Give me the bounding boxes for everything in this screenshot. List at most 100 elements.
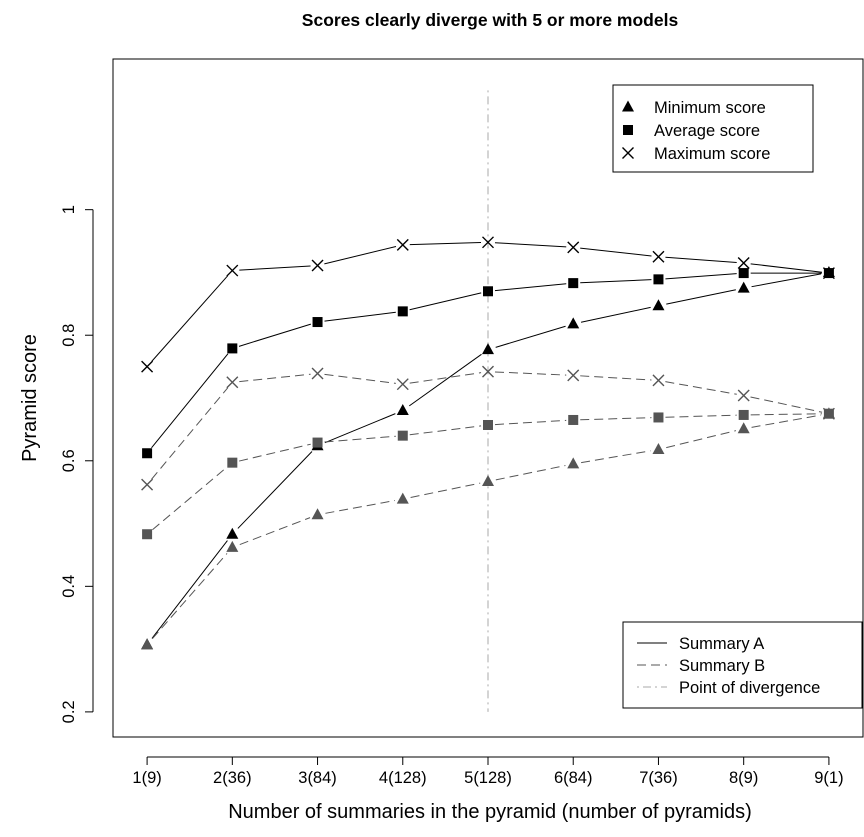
data-point (482, 236, 494, 249)
series-segment (409, 372, 482, 384)
series-segment (151, 275, 229, 362)
data-point (396, 378, 409, 391)
series-segment (409, 425, 482, 436)
series-segment (580, 306, 651, 323)
series-segment (495, 325, 566, 348)
legend-label: Average score (654, 122, 760, 140)
legend-label: Point of divergence (679, 679, 820, 697)
x-tick-label: 5(128) (464, 769, 512, 787)
data-point (227, 457, 238, 468)
series-segment (665, 381, 737, 395)
legend-cross-icon (622, 147, 634, 159)
series-segment (494, 283, 567, 292)
legend-item-cross: Maximum score (622, 145, 770, 163)
x-tick-label: 8(9) (729, 769, 758, 787)
data-point (141, 478, 154, 491)
series-segment (580, 279, 652, 284)
legend-square-icon (623, 125, 633, 135)
data-point (226, 264, 239, 277)
data-point (822, 267, 835, 280)
data-point (311, 508, 324, 520)
data-point (738, 268, 749, 279)
series-segment (580, 375, 652, 381)
legend-item-solid: Summary A (637, 635, 764, 653)
series-segment (666, 289, 736, 305)
x-tick-label: 7(36) (639, 769, 678, 787)
data-point (226, 527, 239, 539)
series-segment (324, 373, 396, 384)
data-point (396, 492, 409, 504)
data-point (141, 360, 154, 373)
y-tick-label: 0.8 (60, 324, 78, 347)
data-point (311, 367, 324, 380)
data-point (653, 412, 664, 423)
series-b-average (142, 408, 834, 540)
series-segment (238, 323, 312, 347)
data-point (568, 414, 579, 425)
legend-label: Maximum score (654, 145, 770, 163)
data-point (227, 343, 238, 354)
series-segment (324, 311, 396, 322)
y-axis-label: Pyramid score (19, 334, 41, 462)
data-point (483, 419, 493, 430)
series-segment (239, 373, 311, 383)
series-b-minimum (141, 407, 835, 650)
data-point (226, 540, 239, 552)
series-segment (750, 396, 823, 413)
series-segment (152, 466, 228, 531)
series-layer (141, 236, 835, 650)
series-segment (665, 414, 737, 418)
data-point (737, 257, 750, 270)
data-point (141, 638, 154, 650)
series-segment (581, 450, 651, 464)
data-point (567, 241, 580, 254)
line-legend-box (622, 621, 863, 709)
x-tick-label: 6(84) (554, 769, 593, 787)
series-segment (239, 517, 311, 546)
series-segment (324, 435, 396, 443)
axes: 1(9) 2(36) 3(84) 4(128) 5(128) 6(84) 7(36) 8(9)… (60, 205, 844, 787)
series-segment (494, 419, 567, 426)
series-segment (495, 465, 566, 481)
legend-label: Minimum score (654, 99, 766, 117)
data-point (142, 529, 153, 540)
y-tick-label: 0.2 (60, 700, 78, 723)
data-point (226, 376, 239, 389)
series-segment (324, 413, 396, 444)
legend-markers: Minimum score Average score Maximum score (612, 84, 814, 173)
data-point (483, 286, 493, 297)
plot-frame (112, 58, 864, 738)
series-segment (408, 353, 482, 407)
data-point (482, 365, 494, 378)
data-point (652, 374, 665, 387)
data-point (737, 422, 750, 434)
data-point (396, 404, 409, 416)
data-point (567, 457, 580, 469)
series-segment (409, 292, 482, 311)
data-point (822, 407, 835, 420)
x-tick-label: 2(36) (213, 769, 252, 787)
series-segment (239, 443, 311, 462)
series-segment (151, 553, 228, 640)
legend-label: Summary B (679, 657, 765, 675)
series-segment (237, 451, 313, 529)
series-segment (665, 273, 737, 280)
legend-label: Summary A (679, 635, 764, 653)
y-tick-label: 0.4 (60, 575, 78, 598)
data-point (568, 278, 579, 289)
series-segment (494, 371, 567, 376)
x-tick-label: 4(128) (379, 769, 427, 787)
series-segment (409, 242, 482, 246)
data-point (653, 274, 664, 285)
data-point (396, 238, 409, 251)
series-a-average (142, 268, 834, 459)
data-point (482, 343, 494, 355)
legend-lines: Summary A Summary B Point of divergence (622, 621, 863, 709)
data-point (397, 306, 408, 317)
series-segment (151, 353, 229, 449)
legend-item-dotdash: Point of divergence (637, 679, 820, 697)
series-b-maximum (141, 365, 835, 491)
data-point (737, 389, 750, 402)
series-segment (580, 417, 652, 421)
